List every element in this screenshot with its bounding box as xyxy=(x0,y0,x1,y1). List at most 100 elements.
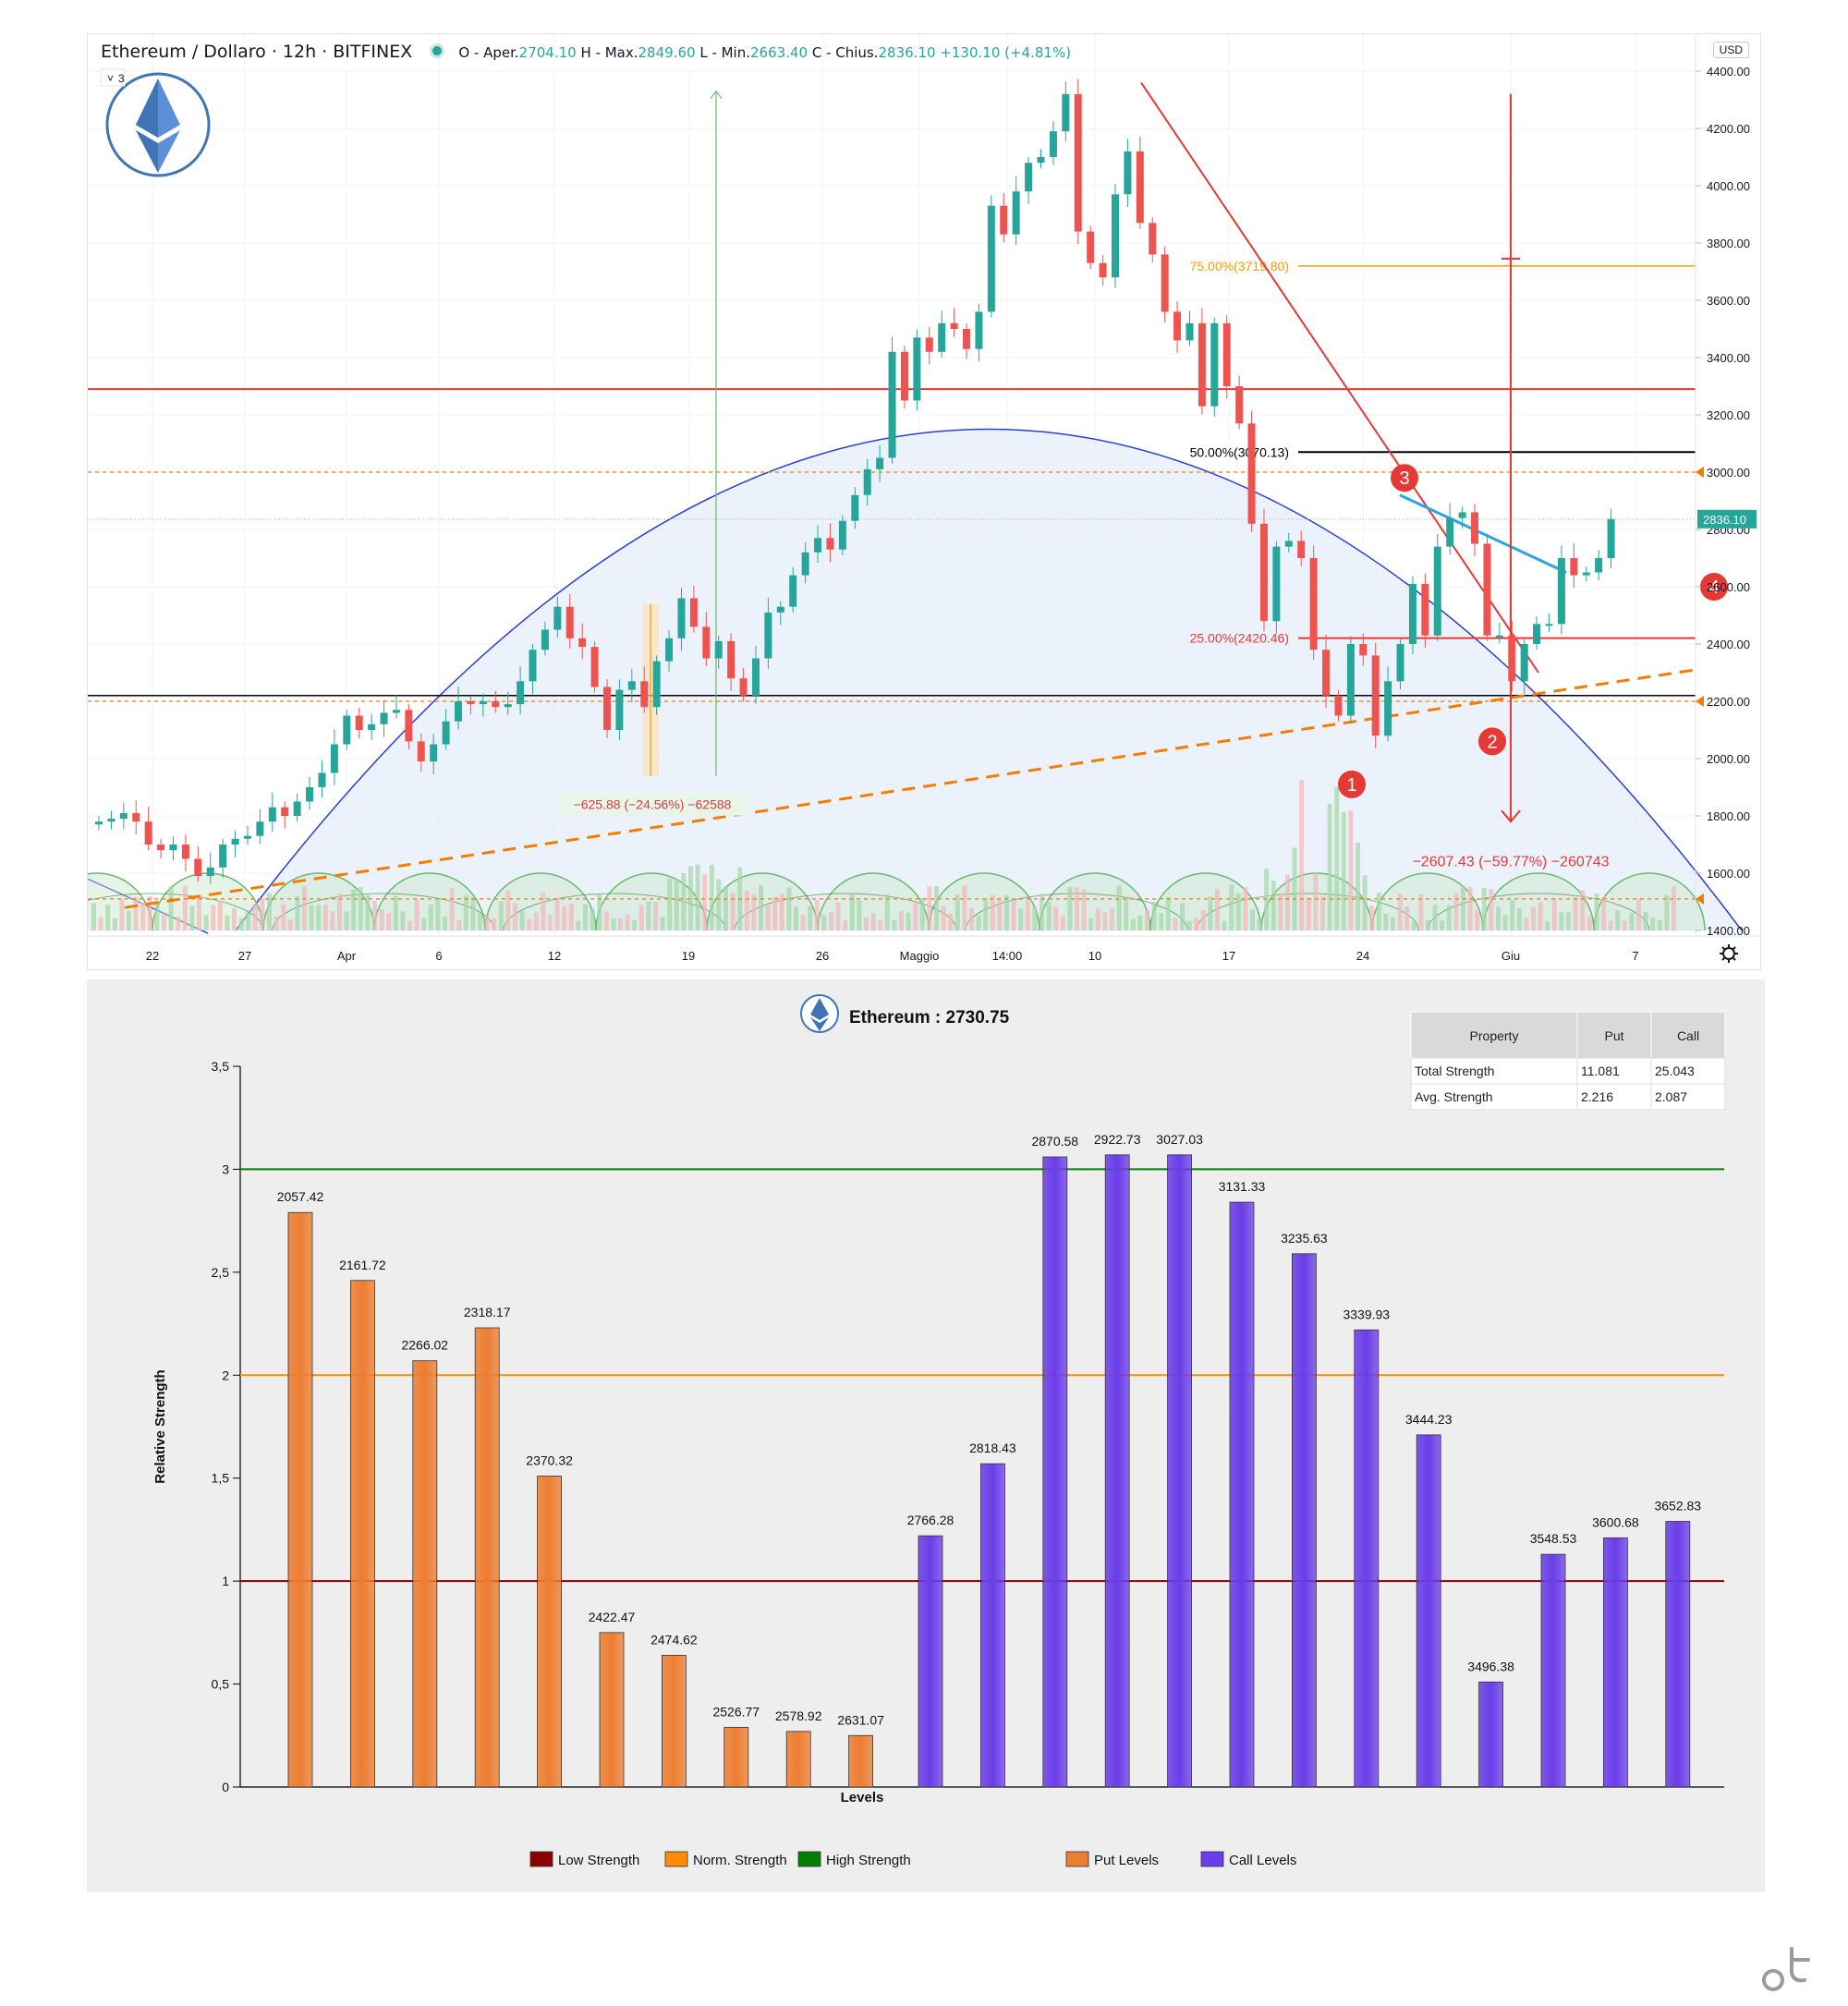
volume-bar xyxy=(456,920,462,930)
volume-bar xyxy=(1615,910,1621,930)
gear-ring xyxy=(1722,947,1735,960)
volume-bar xyxy=(1489,889,1494,930)
candle-body xyxy=(1210,322,1219,407)
candle-body xyxy=(392,710,400,713)
volume-bar xyxy=(133,896,139,930)
currency-button[interactable]: USD xyxy=(1712,42,1749,58)
volume-bar xyxy=(1573,897,1578,930)
y-tick-label: 3,5 xyxy=(212,1059,230,1074)
volume-bar xyxy=(948,913,954,930)
volume-bar xyxy=(154,900,160,930)
volume-bar xyxy=(1110,907,1114,930)
volume-bar xyxy=(1243,887,1248,930)
candle-body xyxy=(343,715,351,745)
last-price-tag xyxy=(1697,509,1757,529)
volume-bar xyxy=(709,864,714,930)
volume-bar xyxy=(857,900,862,930)
time-tick-label: 24 xyxy=(1356,949,1369,963)
volume-bar xyxy=(119,899,125,930)
volume-bar xyxy=(470,896,476,930)
candle-body xyxy=(876,457,884,469)
candle-body xyxy=(1136,151,1144,224)
candle-body xyxy=(963,329,971,349)
volume-bar xyxy=(1362,875,1368,930)
volume-bar xyxy=(1222,920,1227,930)
volume-bar xyxy=(843,919,848,930)
legend-swatch xyxy=(664,1851,688,1867)
volume-bar xyxy=(568,903,574,930)
volume-bar xyxy=(162,914,166,930)
volume-bar xyxy=(105,905,111,930)
legend-label: Put Levels xyxy=(1094,1853,1159,1868)
open-value: 2704.10 xyxy=(518,44,577,61)
put-bar-label: 2370.32 xyxy=(526,1453,573,1467)
volume-bar xyxy=(1376,892,1381,930)
candle-body xyxy=(987,205,995,312)
volume-bar xyxy=(1264,869,1270,930)
symbol-title[interactable]: Ethereum / Dollaro · 12h · BITFINEX xyxy=(101,42,413,62)
candle-body xyxy=(863,468,871,495)
put-bar-label: 2526.77 xyxy=(712,1704,760,1719)
candle-body xyxy=(615,689,624,730)
volume-bar xyxy=(372,900,377,930)
candle-body xyxy=(119,812,128,820)
candle-body xyxy=(1495,635,1503,638)
volume-bar xyxy=(1461,885,1465,930)
volume-bar xyxy=(1334,786,1340,930)
candle-body xyxy=(1025,163,1033,192)
price-tick-label: 3600.00 xyxy=(1707,294,1750,308)
marker-1-circle xyxy=(1338,770,1366,798)
volume-bar xyxy=(421,918,427,930)
volume-bar xyxy=(267,893,272,930)
candle-body xyxy=(132,812,140,822)
time-tick-label: 19 xyxy=(682,949,695,963)
volume-bar xyxy=(1440,920,1445,930)
volume-bar xyxy=(330,911,335,930)
volume-bar xyxy=(400,911,406,930)
volume-bar xyxy=(835,902,841,930)
volume-bar xyxy=(463,894,468,930)
volume-bar xyxy=(562,906,567,930)
volume-bar xyxy=(1053,906,1059,930)
candle-body xyxy=(925,337,933,352)
candle-body xyxy=(144,821,152,845)
price-tick-label: 4200.00 xyxy=(1707,122,1750,136)
volume-bar xyxy=(667,878,673,930)
volume-bar xyxy=(295,895,300,930)
volume-bar xyxy=(407,920,412,930)
volume-bar xyxy=(702,874,708,930)
call-bar xyxy=(1042,1156,1068,1788)
volume-bar xyxy=(1299,779,1305,930)
candle-body xyxy=(231,838,239,845)
volume-bar xyxy=(478,912,482,930)
candle-body xyxy=(838,520,846,550)
close-value: 2836.10 xyxy=(878,44,936,61)
volume-bar xyxy=(1496,906,1501,930)
table-header-cell xyxy=(1576,1011,1652,1059)
volume-bar xyxy=(1018,908,1024,930)
volume-bar xyxy=(1278,893,1283,930)
volume-bar xyxy=(1292,847,1297,930)
marker-2-label: 2 xyxy=(1487,732,1497,752)
volume-bar xyxy=(1566,912,1571,930)
ethereum-logo-icon xyxy=(105,72,211,177)
marker-3-circle xyxy=(1391,464,1418,492)
volume-bar xyxy=(913,903,918,930)
volume-bar xyxy=(1180,903,1185,930)
settings-gear-icon[interactable] xyxy=(1720,944,1738,963)
volume-bar xyxy=(337,894,342,930)
volume-bar xyxy=(934,886,939,930)
logo-top-shade xyxy=(136,79,158,138)
volume-bar xyxy=(1067,887,1073,930)
candle-body xyxy=(1161,254,1169,312)
volume-bar xyxy=(1341,812,1346,930)
volume-bar xyxy=(505,890,511,930)
price-tick-label: 3400.00 xyxy=(1707,351,1750,365)
candle-body xyxy=(219,845,227,868)
candle-body xyxy=(157,845,165,851)
candle-body xyxy=(256,821,264,836)
put-bar xyxy=(474,1327,500,1788)
volume-bar xyxy=(976,915,981,930)
candle-body xyxy=(1557,558,1565,625)
volume-bar xyxy=(1306,897,1311,930)
